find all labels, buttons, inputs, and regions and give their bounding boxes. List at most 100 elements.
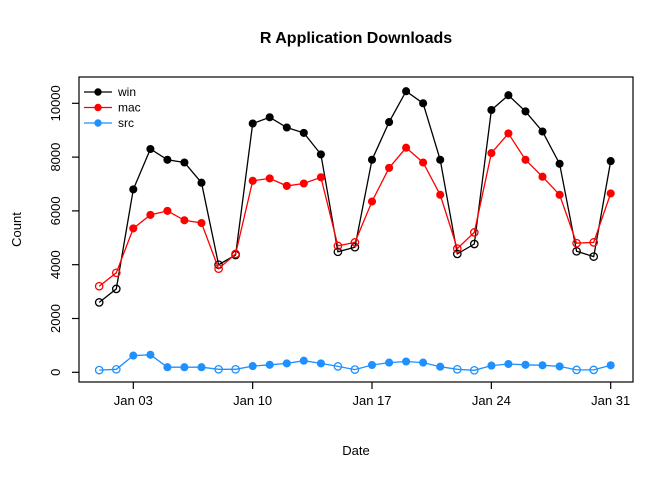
data-point-mac: [282, 181, 291, 190]
data-point-win: [419, 99, 428, 108]
data-point-src: [589, 365, 599, 375]
data-point-win: [316, 150, 325, 159]
data-point-src: [487, 361, 496, 370]
y-tick-label: 2000: [48, 304, 63, 333]
data-point-win: [504, 91, 513, 100]
chart-title: R Application Downloads: [260, 30, 452, 47]
data-point-mac: [469, 228, 479, 237]
x-tick-label: Jan 03: [114, 393, 153, 408]
data-point-mac: [555, 190, 564, 199]
legend-label-mac: mac: [118, 101, 141, 115]
data-point-mac: [180, 216, 189, 225]
data-point-win: [180, 158, 189, 167]
legend-label-win: win: [117, 85, 136, 99]
data-point-src: [111, 364, 121, 374]
data-point-src: [350, 365, 360, 374]
y-tick-label: 10000: [48, 85, 63, 121]
data-point-src: [572, 365, 581, 375]
series-win-line: [98, 90, 612, 303]
data-point-src: [555, 362, 564, 371]
data-point-win: [333, 247, 343, 257]
legend-marker-src: [94, 119, 102, 127]
x-axis-label: Date: [342, 443, 369, 458]
data-point-win: [402, 87, 411, 96]
legend-item-src: src: [84, 116, 134, 130]
data-point-src: [129, 351, 138, 360]
data-point-mac: [214, 264, 223, 274]
data-point-src: [299, 356, 308, 365]
legend-label-src: src: [118, 116, 134, 130]
data-point-win: [572, 246, 581, 256]
y-tick-label: 6000: [48, 196, 63, 225]
series-layer: [94, 87, 615, 375]
data-point-src: [163, 363, 172, 372]
data-point-win: [265, 113, 274, 122]
data-point-mac: [589, 238, 599, 247]
legend-marker-mac: [94, 103, 102, 112]
data-point-mac: [452, 244, 462, 253]
data-point-win: [589, 252, 599, 261]
data-point-win: [350, 242, 360, 252]
data-point-mac: [385, 163, 394, 172]
data-point-mac: [521, 155, 530, 164]
data-point-src: [538, 361, 547, 370]
data-point-src: [94, 365, 104, 375]
data-point-src: [385, 358, 394, 367]
data-point-mac: [163, 206, 172, 215]
series-mac: [94, 129, 615, 291]
data-point-mac: [538, 172, 547, 181]
data-point-win: [385, 118, 394, 127]
data-point-src: [469, 365, 479, 375]
data-point-win: [163, 155, 172, 164]
data-point-mac: [572, 238, 581, 248]
data-point-src: [282, 359, 291, 368]
series-src: [94, 350, 615, 375]
data-point-mac: [419, 158, 428, 167]
data-point-src: [231, 364, 240, 374]
data-point-mac: [367, 197, 377, 206]
data-point-win: [94, 298, 104, 307]
series-src-line: [99, 354, 611, 371]
data-point-mac: [436, 190, 445, 199]
data-point-win: [487, 105, 496, 115]
data-point-win: [129, 185, 138, 194]
data-point-mac: [606, 189, 615, 198]
data-point-win: [555, 159, 564, 168]
data-point-src: [419, 358, 428, 367]
data-point-src: [402, 357, 411, 366]
data-point-src: [180, 363, 189, 372]
data-point-win: [452, 249, 462, 259]
series-mac-line: [98, 132, 612, 287]
data-point-mac: [129, 224, 138, 233]
x-tick-label: Jan 31: [591, 393, 630, 408]
data-point-win: [282, 123, 291, 132]
legend-item-mac: mac: [84, 101, 141, 115]
data-point-src: [197, 363, 206, 372]
data-point-mac: [197, 218, 206, 228]
x-tick-label: Jan 10: [233, 393, 272, 408]
axes: Jan 03 Jan 10 Jan 17 Jan 24 Jan 31 0 2000 4000 6…: [48, 85, 630, 408]
x-tick-label: Jan 17: [352, 393, 391, 408]
data-point-mac: [265, 174, 274, 183]
data-point-mac: [350, 238, 360, 247]
data-point-src: [436, 362, 445, 371]
data-point-src: [265, 360, 274, 369]
data-point-win: [521, 107, 530, 116]
data-point-mac: [248, 176, 257, 185]
data-point-src: [606, 361, 615, 370]
data-point-mac: [333, 241, 343, 251]
data-point-mac: [231, 249, 240, 259]
data-point-mac: [146, 210, 155, 219]
data-point-mac: [402, 143, 411, 152]
y-tick-label: 4000: [48, 250, 63, 279]
data-point-mac: [316, 173, 325, 182]
data-point-src: [214, 364, 223, 374]
y-tick-label: 0: [48, 369, 63, 376]
data-point-src: [316, 359, 325, 368]
data-point-win: [146, 144, 155, 154]
data-point-src: [248, 362, 257, 371]
legend-item-win: win: [84, 85, 136, 99]
data-point-mac: [299, 179, 308, 188]
